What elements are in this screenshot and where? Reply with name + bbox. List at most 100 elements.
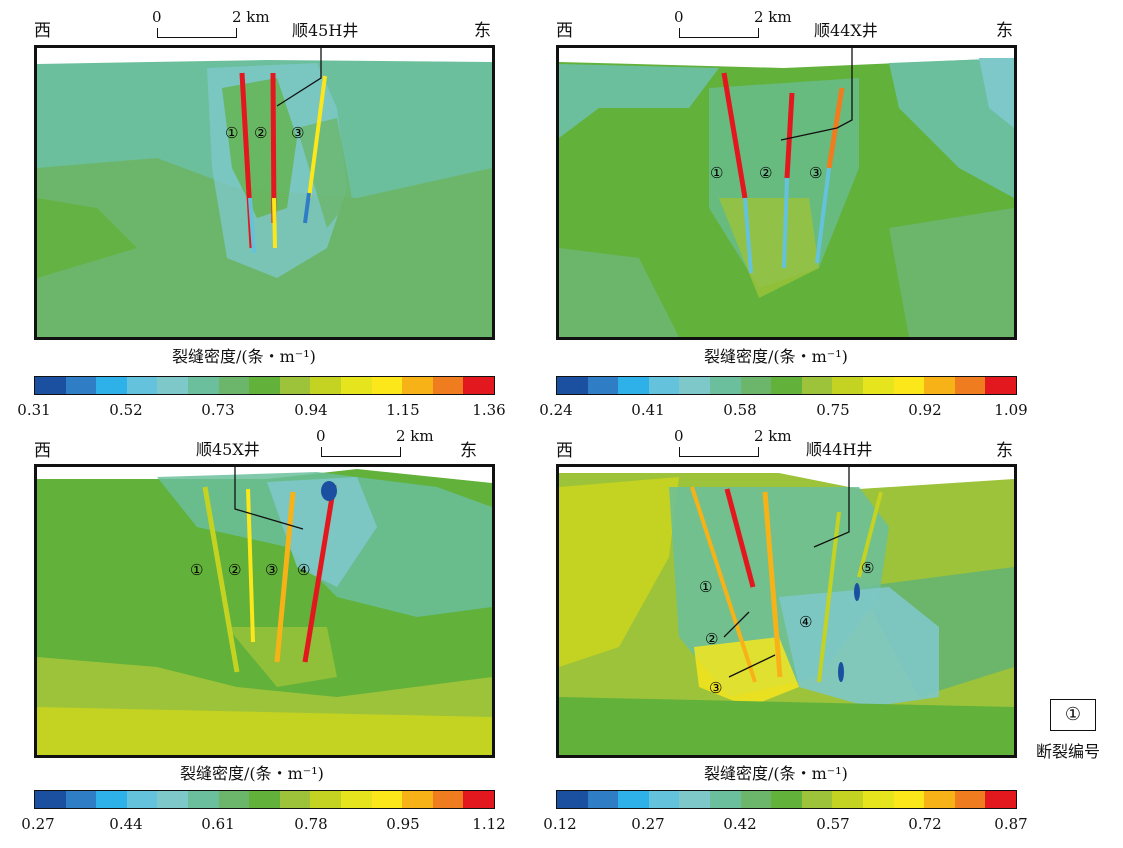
- colorbar-swatch: [893, 377, 925, 394]
- colorbar: [34, 376, 495, 395]
- colorbar-swatch: [618, 377, 649, 394]
- west-label: 西: [34, 441, 51, 461]
- colorbar-swatch: [340, 791, 372, 808]
- tick-label: 0.72: [908, 815, 942, 833]
- colorbar-swatch: [679, 377, 710, 394]
- colorbar-swatch: [985, 791, 1016, 808]
- colorbar-swatch: [218, 377, 250, 394]
- tick-label: 0.41: [631, 401, 665, 419]
- colorbar-swatch: [402, 791, 433, 808]
- colorbar-swatch: [832, 377, 863, 394]
- colorbar-title: 裂缝密度/(条・m⁻¹): [704, 347, 848, 366]
- west-label: 西: [556, 21, 573, 41]
- tick-label: 0.24: [539, 401, 573, 419]
- colorbar-swatch: [432, 377, 464, 394]
- fault-4: [302, 484, 337, 663]
- colorbar-swatch: [310, 791, 341, 808]
- colorbar-swatch: [96, 791, 127, 808]
- tick-label: 0.58: [723, 401, 757, 419]
- colorbar-swatch: [432, 791, 464, 808]
- colorbar-swatch: [924, 377, 955, 394]
- well-label: 顺45H井: [292, 21, 359, 40]
- colorbar-swatch: [310, 377, 341, 394]
- colorbar-swatch: [340, 377, 372, 394]
- tick-label: 0.95: [386, 815, 420, 833]
- scale-bar: [321, 447, 401, 457]
- colorbar-swatch: [218, 791, 250, 808]
- colorbar-swatch: [157, 377, 188, 394]
- fault-label-1: ①: [710, 164, 723, 182]
- fault-label-2: ②: [759, 164, 772, 182]
- fault-2: [246, 488, 255, 643]
- legend-label: 断裂编号: [1036, 742, 1101, 761]
- colorbar-swatch: [771, 377, 802, 394]
- scale-bar: [157, 28, 237, 38]
- fault-2: [724, 488, 756, 588]
- tick-label: 0.75: [816, 401, 850, 419]
- colorbar-swatch: [35, 377, 66, 394]
- colorbar-swatch: [709, 377, 741, 394]
- east-label: 东: [474, 21, 491, 41]
- fault-label-4: ④: [297, 561, 310, 579]
- section-view: ① ② ③: [556, 45, 1017, 340]
- colorbar-swatch: [924, 791, 955, 808]
- section-view: ① ② ③: [34, 45, 495, 340]
- fault-label-1: ①: [190, 561, 203, 579]
- colorbar-swatch: [587, 377, 619, 394]
- scale-end: 2 km: [396, 427, 434, 445]
- fault-1: [690, 486, 757, 683]
- fault-1: [202, 486, 240, 673]
- well-label: 顺44H井: [806, 440, 873, 459]
- colorbar-swatch: [832, 791, 863, 808]
- section-view: ① ② ③ ④ ⑤: [556, 464, 1017, 758]
- colorbar-swatch: [740, 791, 772, 808]
- fault-3: [762, 491, 783, 678]
- colorbar-title: 裂缝密度/(条・m⁻¹): [172, 347, 316, 366]
- fault-label-3: ③: [809, 164, 822, 182]
- scale-zero: 0: [674, 8, 684, 26]
- colorbar: [556, 790, 1017, 809]
- scale-zero: 0: [316, 427, 326, 445]
- scale-end: 2 km: [754, 8, 792, 26]
- colorbar-swatch: [463, 377, 494, 394]
- tick-label: 0.27: [21, 815, 55, 833]
- fault-label-3: ③: [265, 561, 278, 579]
- colorbar-swatch: [402, 377, 433, 394]
- colorbar-swatch: [557, 791, 588, 808]
- colorbar-swatch: [587, 791, 619, 808]
- fault-4: [817, 511, 841, 683]
- colorbar-swatch: [893, 791, 925, 808]
- fault-2: [784, 92, 795, 179]
- colorbar-swatch: [371, 791, 403, 808]
- tick-label: 0.52: [109, 401, 143, 419]
- west-label: 西: [556, 441, 573, 461]
- fault-3: [274, 491, 296, 663]
- colorbar-swatch: [771, 791, 802, 808]
- east-label: 东: [996, 21, 1013, 41]
- fault-label-3: ③: [709, 679, 722, 697]
- fault-label-2: ②: [705, 630, 718, 648]
- tick-label: 0.94: [294, 401, 328, 419]
- fault-label-1: ①: [225, 124, 238, 142]
- colorbar-title: 裂缝密度/(条・m⁻¹): [180, 764, 324, 783]
- colorbar-swatch: [249, 791, 280, 808]
- colorbar-swatch: [187, 377, 219, 394]
- section-view: ① ② ③ ④: [34, 464, 495, 758]
- colorbar-swatch: [648, 377, 680, 394]
- colorbar-swatch: [371, 377, 403, 394]
- colorbar: [34, 790, 495, 809]
- east-label: 东: [996, 441, 1013, 461]
- colorbar-swatch: [279, 377, 311, 394]
- colorbar-swatch: [985, 377, 1016, 394]
- colorbar-swatch: [740, 377, 772, 394]
- colorbar-swatch: [187, 791, 219, 808]
- colorbar-swatch: [862, 791, 894, 808]
- colorbar-swatch: [801, 377, 833, 394]
- colorbar-swatch: [557, 377, 588, 394]
- tick-label: 1.12: [472, 815, 506, 833]
- colorbar-swatch: [618, 791, 649, 808]
- tick-label: 0.12: [543, 815, 577, 833]
- well-label: 顺44X井: [814, 21, 878, 40]
- scale-bar: [679, 447, 759, 457]
- colorbar-swatch: [126, 791, 158, 808]
